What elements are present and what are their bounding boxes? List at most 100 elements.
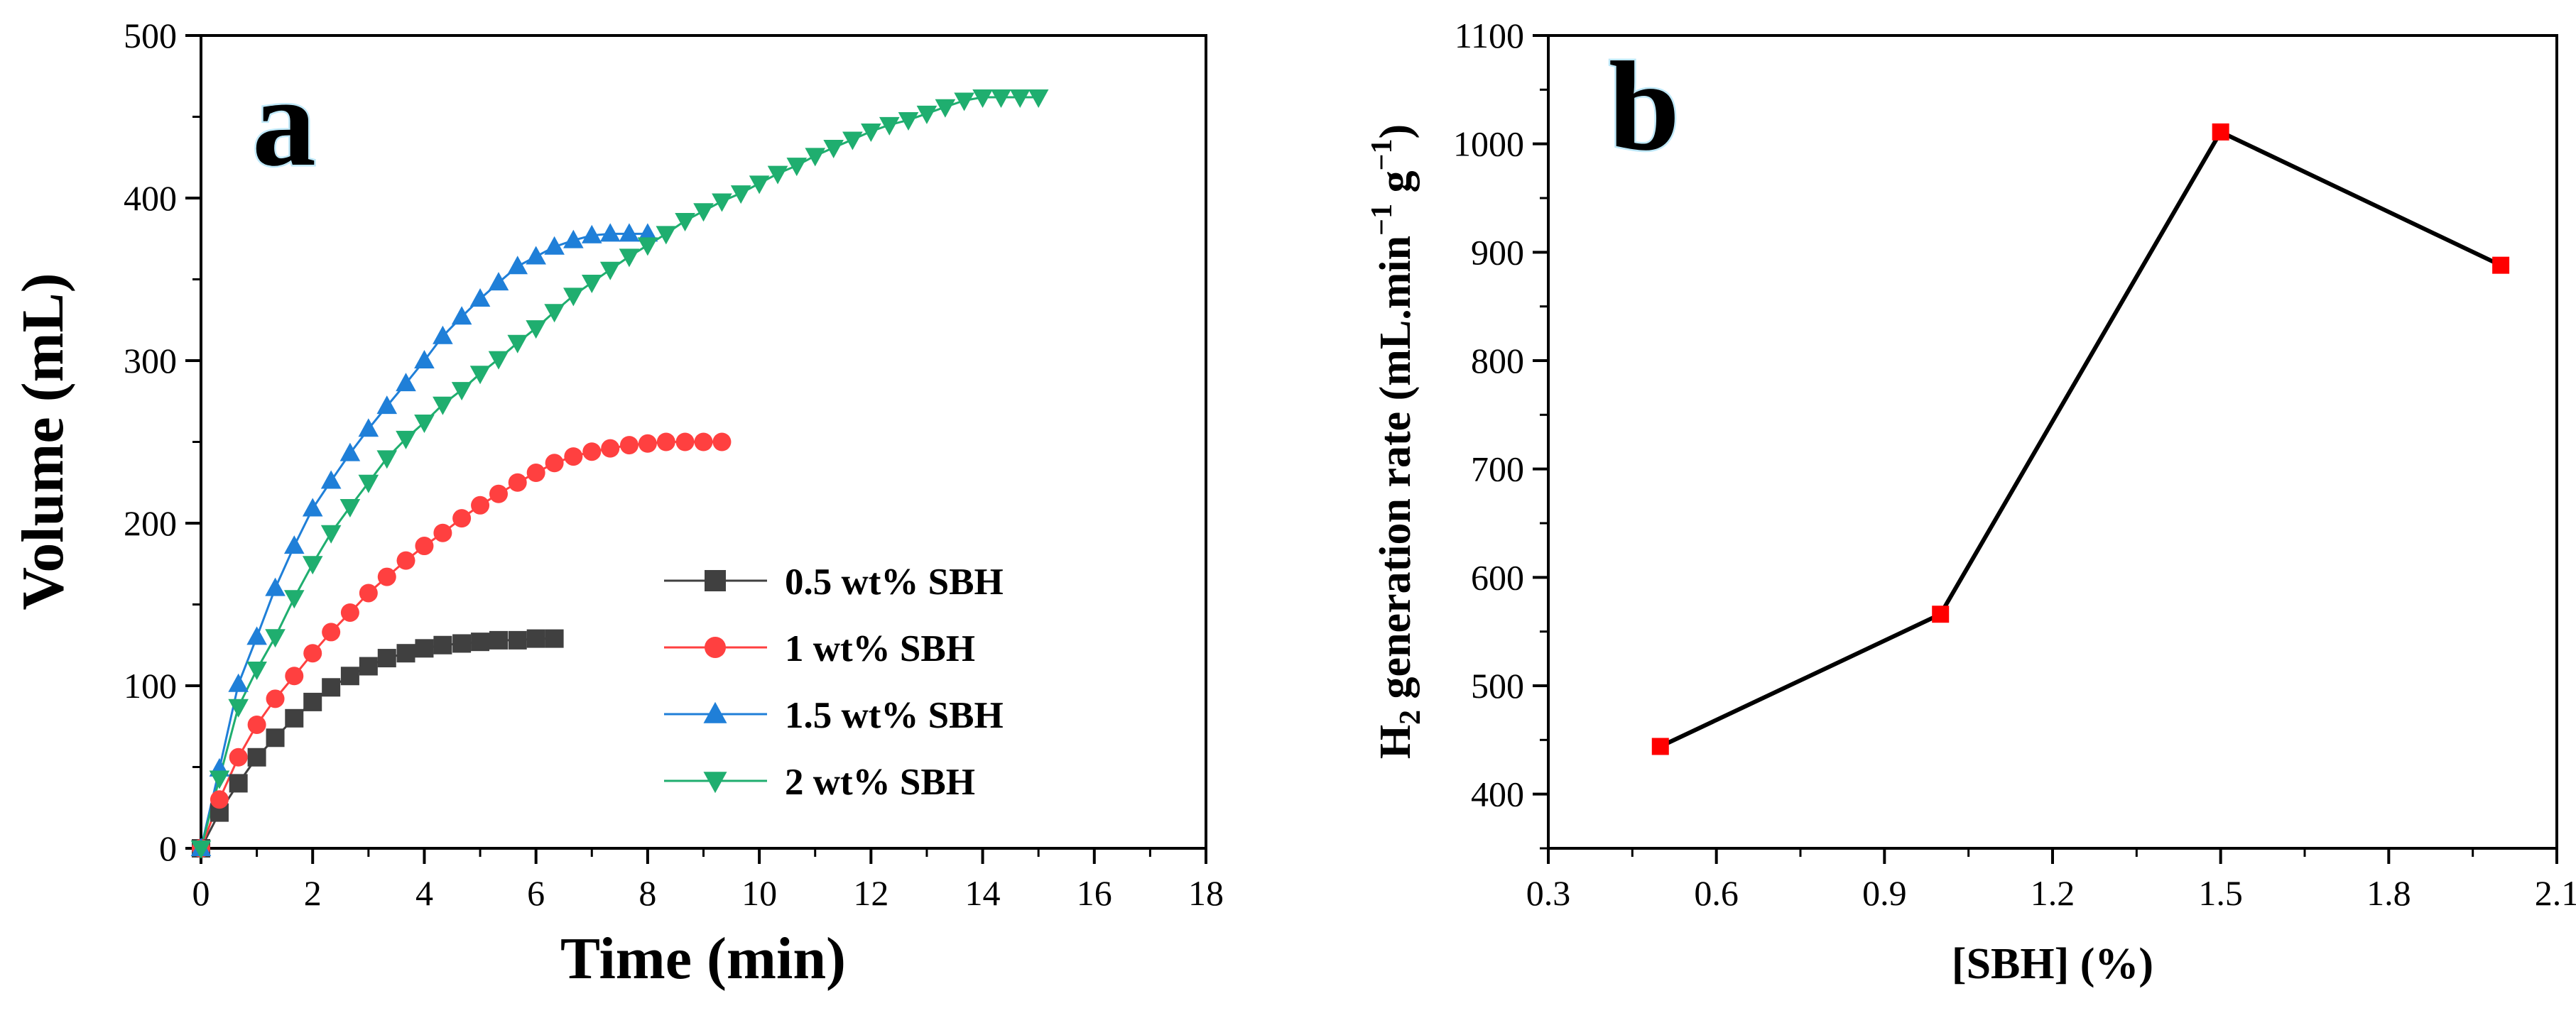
panel-a-data-point bbox=[471, 495, 490, 515]
panel-a-data-point bbox=[638, 434, 657, 453]
panel-a-data-point bbox=[303, 644, 322, 663]
panel-a-legend-label: 1.5 wt% SBH bbox=[785, 695, 1004, 736]
panel-b-rate-vs-concentration: 0.3 0.6 0.9 1.2 1.5 1.8 2.1 400 500 600 700 800 900 1… bbox=[1366, 16, 2576, 988]
panel-a-data-point bbox=[265, 629, 286, 648]
y-title-superscript-2: −1 bbox=[1366, 138, 1398, 170]
panel-b-y-tick-label: 700 bbox=[1471, 449, 1524, 489]
panel-a-data-point bbox=[266, 689, 285, 708]
panel-a-data-point bbox=[545, 629, 564, 648]
panel-a-data-point bbox=[359, 657, 378, 676]
panel-b-series-line bbox=[1659, 128, 2502, 749]
panel-a-letter: a bbox=[252, 51, 316, 192]
panel-a-series-line-4 bbox=[200, 96, 1039, 849]
panel-a-legend-label: 0.5 wt% SBH bbox=[785, 562, 1004, 603]
panel-b-x-tick-label: 1.5 bbox=[2198, 873, 2243, 913]
panel-a-data-point bbox=[469, 366, 491, 385]
panel-a-data-point bbox=[339, 442, 361, 461]
panel-a-volume-vs-time: 0 2 4 6 8 10 12 14 16 18 0 100 200 300 400 500 a Time (… bbox=[10, 16, 1224, 992]
panel-a-data-point bbox=[712, 193, 732, 212]
panel-a-y-tick-label: 400 bbox=[124, 178, 177, 218]
panel-a-y-tick-label: 100 bbox=[124, 666, 177, 706]
panel-a-data-point bbox=[246, 662, 267, 681]
panel-b-x-tick-label: 1.2 bbox=[2031, 873, 2075, 913]
panel-a-data-point bbox=[340, 603, 359, 622]
panel-a-data-point bbox=[414, 350, 435, 369]
y-title-main: generation rate (mL.min bbox=[1371, 236, 1420, 710]
panel-a-data-point bbox=[656, 226, 677, 245]
panel-a-data-point bbox=[898, 112, 919, 131]
panel-a-data-point bbox=[283, 590, 305, 609]
panel-a-data-point bbox=[991, 89, 1011, 108]
panel-a-x-tick-label: 0 bbox=[192, 873, 210, 913]
panel-a-data-point bbox=[526, 246, 546, 265]
panel-b-series-markers bbox=[1651, 123, 2510, 755]
panel-a-x-tick-label: 18 bbox=[1188, 873, 1224, 913]
panel-a-data-point bbox=[564, 447, 583, 466]
panel-a-data-point bbox=[507, 256, 528, 275]
panel-a-data-point bbox=[414, 414, 435, 433]
panel-a-data-point bbox=[320, 470, 342, 489]
y-title-g: g bbox=[1371, 170, 1420, 204]
panel-a-data-point bbox=[581, 224, 602, 243]
panel-a-x-tick-label: 6 bbox=[527, 873, 545, 913]
panel-a-data-point bbox=[265, 577, 286, 596]
panel-b-y-tick-label: 600 bbox=[1471, 557, 1524, 597]
panel-a-data-point bbox=[488, 272, 509, 291]
panel-a-y-tick-label: 500 bbox=[124, 16, 177, 55]
panel-a-data-point bbox=[861, 124, 881, 143]
panel-a-data-point bbox=[376, 395, 398, 415]
panel-a-data-point bbox=[601, 439, 620, 458]
panel-a-data-point bbox=[285, 708, 304, 728]
panel-a-data-point bbox=[599, 261, 621, 280]
panel-a-x-tick-label: 16 bbox=[1077, 873, 1112, 913]
panel-a-data-point bbox=[693, 203, 714, 222]
panel-a-data-point bbox=[283, 535, 305, 554]
panel-a-data-point bbox=[879, 116, 900, 136]
panel-a-legend-label: 2 wt% SBH bbox=[785, 762, 975, 803]
panel-a-data-point bbox=[415, 639, 434, 658]
panel-b-y-tick-label: 900 bbox=[1471, 232, 1524, 272]
panel-a-legend-label: 1 wt% SBH bbox=[785, 628, 975, 669]
panel-a-data-point bbox=[209, 770, 230, 789]
panel-a-data-point bbox=[358, 474, 379, 493]
panel-b-data-point bbox=[1932, 606, 1950, 623]
panel-a-data-point bbox=[526, 320, 546, 339]
panel-a-data-point bbox=[452, 634, 472, 653]
panel-a-data-point bbox=[228, 699, 249, 718]
panel-a-data-point bbox=[358, 418, 379, 437]
panel-a-data-point bbox=[376, 450, 398, 469]
panel-a-data-point bbox=[322, 678, 341, 697]
panel-a-data-point bbox=[675, 432, 695, 451]
panel-a-data-point bbox=[303, 692, 322, 711]
panel-b-series-line-1 bbox=[1659, 128, 2502, 749]
panel-a-data-point bbox=[599, 223, 621, 242]
panel-a-data-point bbox=[229, 774, 248, 793]
panel-b-x-axis-title: [SBH] (%) bbox=[1952, 940, 2153, 988]
panel-a-x-tick-label: 14 bbox=[965, 873, 1001, 913]
panel-a-data-point bbox=[805, 148, 826, 167]
panel-b-x-tick-label: 1.8 bbox=[2366, 873, 2411, 913]
panel-a-data-point bbox=[508, 630, 527, 650]
panel-a-data-point bbox=[581, 275, 602, 294]
panel-b-x-tick-label: 0.3 bbox=[1526, 873, 1571, 913]
panel-a-data-point bbox=[452, 509, 472, 528]
panel-a-data-point bbox=[767, 165, 788, 185]
panel-a-x-tick-label: 2 bbox=[304, 873, 322, 913]
panel-a-data-point bbox=[359, 584, 378, 603]
panel-a-data-point bbox=[749, 175, 770, 195]
panel-a-legend-marker bbox=[703, 701, 727, 723]
panel-a-legend-marker bbox=[703, 772, 727, 794]
panel-a-data-point bbox=[730, 185, 751, 204]
panel-a-data-point bbox=[340, 667, 359, 686]
panel-a-legend: 0.5 wt% SBH 1 wt% SBH 1.5 wt% SBH 2 wt% SBH bbox=[664, 562, 1004, 803]
panel-a-data-point bbox=[322, 623, 341, 642]
panel-a-data-point bbox=[247, 715, 266, 734]
panel-b-data-point bbox=[1651, 738, 1669, 755]
panel-b-y-tick-label: 1100 bbox=[1455, 16, 1524, 55]
panel-b-y-tick-label: 1000 bbox=[1453, 124, 1524, 164]
panel-a-data-point bbox=[545, 454, 564, 473]
panel-b-y-tick-label: 400 bbox=[1471, 774, 1524, 814]
panel-a-data-point bbox=[675, 213, 695, 232]
panel-a-x-axis-title: Time (min) bbox=[560, 926, 846, 992]
panel-a-data-point bbox=[972, 89, 993, 108]
